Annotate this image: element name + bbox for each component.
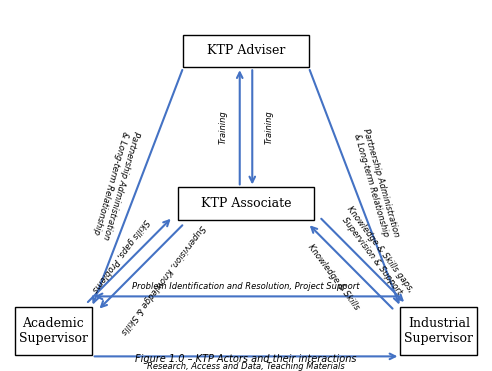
Text: Partnership Administration
& Long-term Relationship: Partnership Administration & Long-term R… — [91, 127, 141, 240]
Text: Knowledge & Skills: Knowledge & Skills — [306, 242, 361, 311]
Text: Knowledge & Skills gaps,
Supervision & Support: Knowledge & Skills gaps, Supervision & S… — [337, 205, 415, 301]
Text: Partnership Administration
& Long-term Relationship: Partnership Administration & Long-term R… — [351, 127, 401, 240]
FancyBboxPatch shape — [179, 187, 313, 220]
Text: Skills gaps, Problems: Skills gaps, Problems — [90, 217, 150, 293]
Text: Problem Identification and Resolution, Project Support: Problem Identification and Resolution, P… — [132, 282, 360, 291]
Text: Research, Access and Data, Teaching Materials: Research, Access and Data, Teaching Mate… — [147, 362, 345, 371]
Text: KTP Adviser: KTP Adviser — [207, 45, 285, 58]
Text: Figure 1.0 – KTP Actors and their interactions: Figure 1.0 – KTP Actors and their intera… — [135, 354, 357, 364]
Text: Industrial
Supervisor: Industrial Supervisor — [404, 317, 473, 345]
Text: Supervision, Knowledge & Skills: Supervision, Knowledge & Skills — [118, 223, 206, 335]
Text: KTP Associate: KTP Associate — [201, 197, 291, 210]
Text: Academic
Supervisor: Academic Supervisor — [19, 317, 88, 345]
Text: Training: Training — [218, 111, 227, 144]
FancyBboxPatch shape — [400, 307, 477, 355]
FancyBboxPatch shape — [15, 307, 92, 355]
Text: Training: Training — [265, 111, 274, 144]
FancyBboxPatch shape — [184, 35, 308, 68]
